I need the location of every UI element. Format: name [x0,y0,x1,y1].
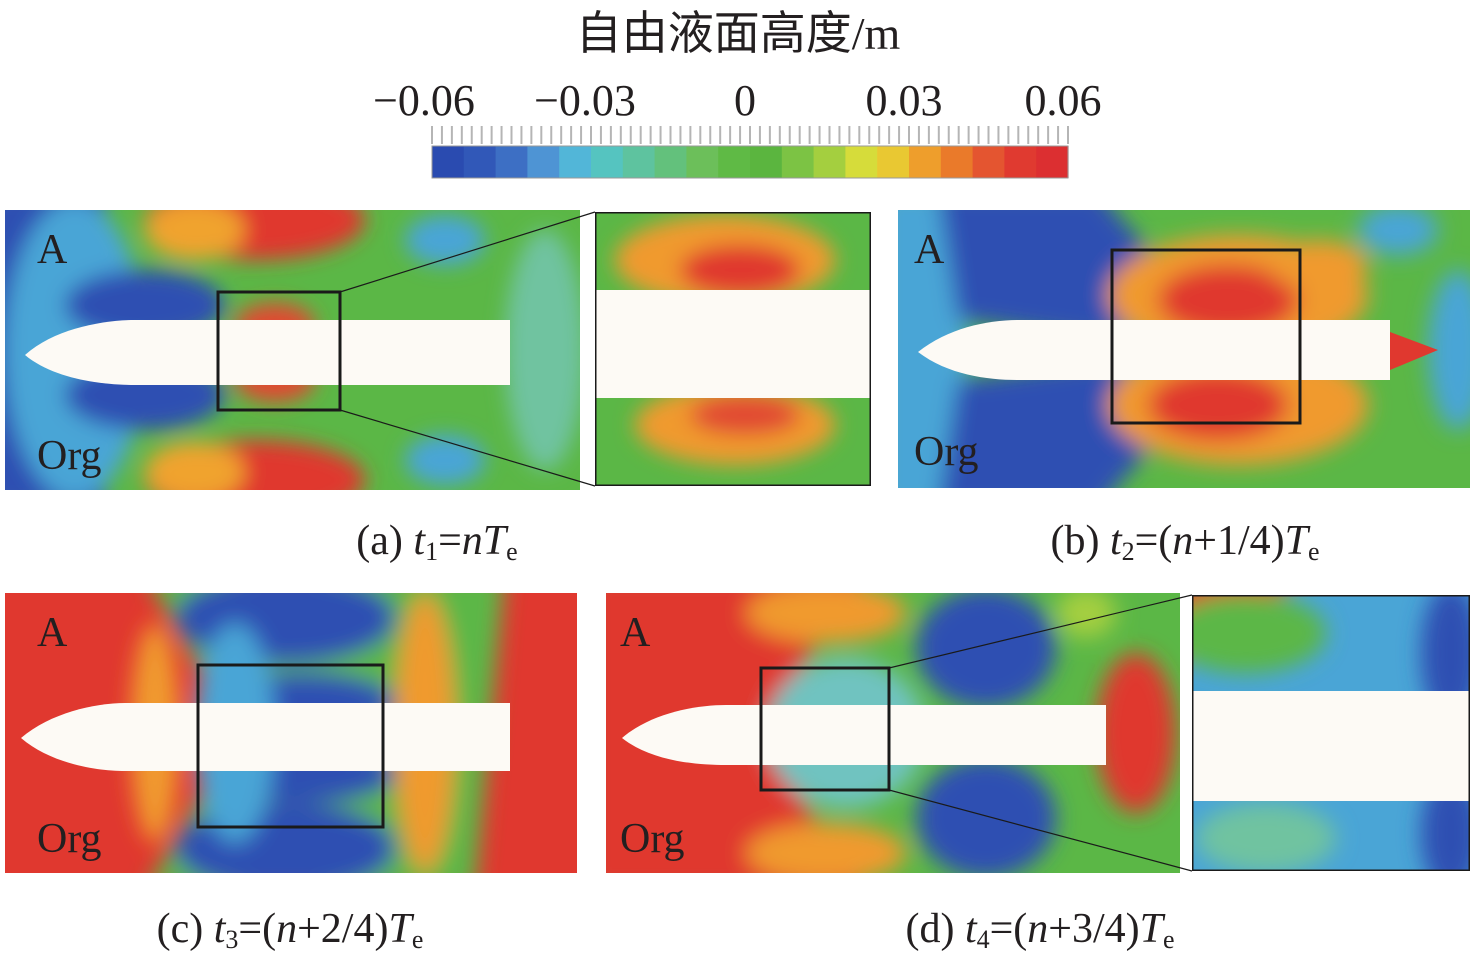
colorbar-cell [654,146,687,178]
colorbar-cell [750,146,783,178]
panel-d: A Org [606,593,1472,873]
colorbar-tick: 0.06 [1024,76,1102,125]
colorbar-cell [877,146,910,178]
caption-b: (b) t2=(n+1/4)Te [1050,518,1320,566]
colorbar-cells [432,146,1069,178]
colorbar-tick: 0 [734,76,756,125]
colorbar-cell [1004,146,1037,178]
zoom-box [216,290,342,412]
colorbar [431,126,1069,179]
colorbar-cell [622,146,656,178]
contour-field [5,593,577,873]
colorbar-cell [527,146,560,178]
colorbar-cell [463,146,497,178]
zoom-box [1110,248,1302,425]
contour-field [898,210,1470,488]
panel-label-org: Org [37,433,102,479]
colorbar-cell [718,146,751,178]
panel-label-org: Org [37,816,102,862]
zoom-box [196,663,385,829]
panel-label-org: Org [620,816,685,862]
colorbar-tick: 0.03 [865,76,943,125]
panel-label-org: Org [914,429,979,475]
colorbar-cell [1036,146,1069,178]
panel-b: A Org [898,210,1470,488]
panel-c: A Org [5,593,577,873]
panel-a: A Org [5,210,873,490]
colorbar-cell [591,146,624,178]
panel-label-a: A [37,610,68,656]
colorbar-title: 自由液面高度/m [575,8,901,59]
caption-c: (c) t3=(n+2/4)Te [156,906,424,954]
colorbar-cell [495,146,528,178]
colorbar-tick: −0.06 [373,76,475,125]
colorbar-cell [909,146,942,178]
colorbar-cell [940,146,974,178]
caption-d: (d) t4=(n+3/4)Te [905,906,1175,954]
hull-shape [21,703,510,771]
contour-field [5,210,580,490]
colorbar-minor-ticks [431,126,1069,144]
hull-shape [918,320,1390,380]
zoom-inset [595,212,871,486]
colorbar-cell [972,146,1005,178]
colorbar-cell [559,146,592,178]
colorbar-tick: −0.03 [534,76,636,125]
colorbar-cell [781,146,815,178]
colorbar-cell [813,146,846,178]
caption-a: (a) t1=nTe [356,518,518,566]
colorbar-cell [845,146,878,178]
panel-label-a: A [37,227,68,273]
colorbar-cell [686,146,719,178]
zoom-inset [1192,595,1470,871]
panel-label-a: A [914,227,945,273]
contour-field [606,593,1180,873]
panel-label-a: A [620,610,651,656]
hull-shape [25,320,510,385]
colorbar-cell [432,146,465,178]
hull-shape [622,705,1106,765]
zoom-box [759,666,891,792]
